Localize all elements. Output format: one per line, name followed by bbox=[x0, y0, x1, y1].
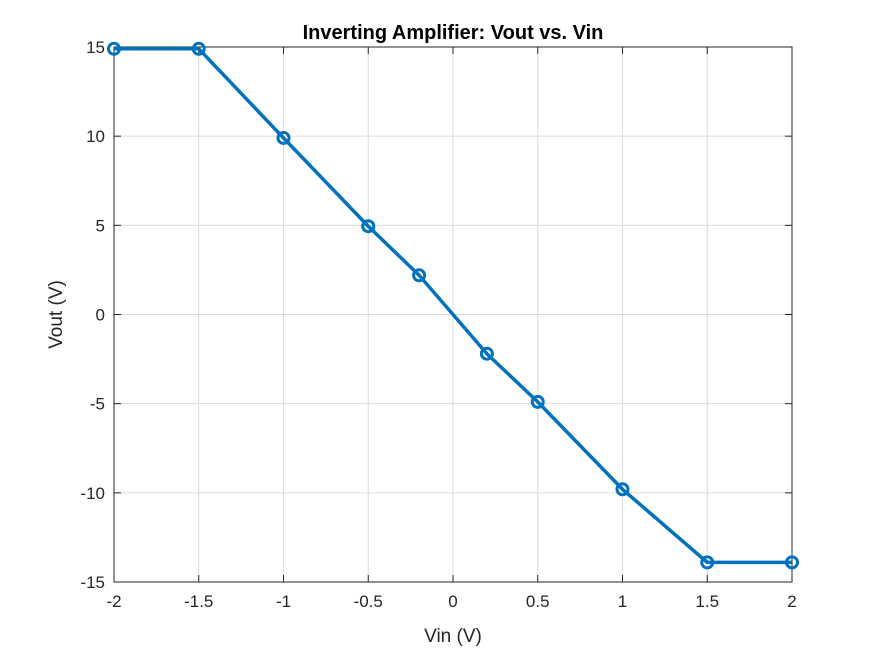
data-point-marker bbox=[412, 268, 427, 283]
x-tick-label: 1 bbox=[618, 592, 627, 611]
x-tick-label: -2 bbox=[106, 592, 121, 611]
series-line bbox=[114, 47, 792, 565]
x-tick-label: -1.5 bbox=[184, 592, 213, 611]
x-tick-label: -0.5 bbox=[354, 592, 383, 611]
x-tick-label: 0 bbox=[448, 592, 457, 611]
chart-title: Inverting Amplifier: Vout vs. Vin bbox=[303, 22, 604, 44]
x-tick-label: 2 bbox=[787, 592, 796, 611]
y-tick-label: -10 bbox=[80, 484, 105, 503]
y-tick-label: -15 bbox=[80, 573, 105, 592]
data-point-marker bbox=[276, 130, 291, 145]
ticks: -2 -1.5 -1 -0.5 0 0.5 1 1.5 2 -15 -10 -5 0 5 10 15 bbox=[80, 38, 796, 611]
data-point-marker bbox=[191, 41, 206, 56]
y-tick-label: -5 bbox=[90, 395, 105, 414]
data-point-marker bbox=[785, 555, 799, 570]
data-point-marker bbox=[361, 219, 376, 234]
x-axis-label: Vin (V) bbox=[424, 626, 482, 647]
y-tick-label: 15 bbox=[86, 38, 105, 57]
series-group bbox=[107, 41, 799, 570]
y-axis-label: Vout (V) bbox=[46, 280, 67, 349]
data-point-marker bbox=[615, 482, 630, 497]
data-point-marker bbox=[479, 346, 494, 361]
x-tick-label: -1 bbox=[276, 592, 291, 611]
y-tick-label: 0 bbox=[96, 306, 105, 325]
x-tick-label: 0.5 bbox=[526, 592, 550, 611]
data-point-marker bbox=[107, 41, 121, 56]
x-tick-label: 1.5 bbox=[695, 592, 719, 611]
y-tick-label: 5 bbox=[96, 216, 105, 235]
data-point-marker bbox=[700, 555, 715, 570]
data-point-marker bbox=[530, 394, 545, 409]
y-tick-label: 10 bbox=[86, 127, 105, 146]
